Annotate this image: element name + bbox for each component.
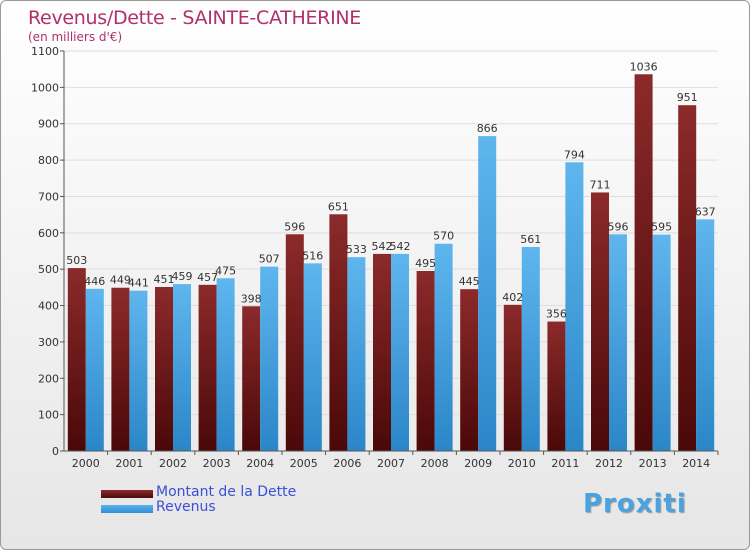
- data-label: 561: [520, 233, 541, 246]
- data-label: 445: [459, 275, 480, 288]
- data-label: 475: [215, 264, 236, 277]
- x-tick-label: 2001: [115, 457, 143, 470]
- data-label: 596: [608, 220, 629, 233]
- x-tick-label: 2009: [464, 457, 492, 470]
- x-tick-label: 2012: [595, 457, 623, 470]
- bar-debt: [503, 304, 522, 451]
- data-label: 570: [433, 230, 454, 243]
- x-tick-label: 2011: [551, 457, 579, 470]
- data-label: 542: [390, 240, 411, 253]
- y-tick-label: 200: [38, 372, 59, 385]
- bar-revenus: [696, 219, 715, 451]
- proxiti-logo: Proxiti: [583, 489, 687, 519]
- data-label: 1036: [630, 60, 658, 73]
- y-tick-label: 600: [38, 227, 59, 240]
- bar-revenus: [521, 247, 540, 451]
- data-label: 398: [241, 292, 262, 305]
- y-tick-label: 900: [38, 118, 59, 131]
- legend-swatch-revenus: [101, 505, 153, 513]
- data-label: 441: [128, 277, 149, 290]
- y-tick-label: 700: [38, 190, 59, 203]
- y-tick-label: 500: [38, 263, 59, 276]
- bar-debt: [547, 321, 566, 451]
- y-tick-label: 400: [38, 300, 59, 313]
- bar-revenus: [129, 290, 148, 451]
- y-tick-label: 1100: [31, 45, 59, 58]
- data-label: 459: [172, 270, 193, 283]
- y-tick-label: 800: [38, 154, 59, 167]
- data-label: 451: [154, 273, 175, 286]
- y-tick-label: 0: [52, 445, 59, 458]
- legend-label-debt: Montant de la Dette: [156, 484, 297, 500]
- chart-subtitle: (en milliers d'€): [28, 30, 123, 44]
- x-tick-label: 2006: [333, 457, 361, 470]
- x-tick-label: 2014: [682, 457, 710, 470]
- bar-revenus: [347, 257, 366, 451]
- data-label: 495: [415, 257, 436, 270]
- data-label: 794: [564, 148, 585, 161]
- data-label: 402: [502, 291, 523, 304]
- data-label: 446: [84, 275, 105, 288]
- data-label: 457: [197, 271, 218, 284]
- legend-swatch-debt: [101, 490, 153, 498]
- data-label: 596: [284, 220, 305, 233]
- x-tick-label: 2013: [639, 457, 667, 470]
- x-tick-label: 2008: [421, 457, 449, 470]
- bar-revenus: [565, 162, 584, 452]
- bar-debt: [634, 74, 653, 451]
- bar-debt: [329, 214, 348, 451]
- x-tick-label: 2000: [72, 457, 100, 470]
- data-label: 711: [590, 178, 611, 191]
- x-tick-label: 2002: [159, 457, 187, 470]
- bar-revenus: [173, 284, 191, 451]
- bar-debt: [242, 306, 261, 451]
- data-label: 516: [302, 249, 323, 262]
- bar-revenus: [260, 266, 279, 451]
- bar-debt: [416, 271, 435, 451]
- y-tick-label: 300: [38, 336, 59, 349]
- data-label: 503: [66, 254, 87, 267]
- bar-revenus: [609, 234, 627, 451]
- bar-debt: [198, 284, 217, 451]
- legend-label-revenus: Revenus: [156, 499, 216, 515]
- bar-debt: [111, 287, 130, 451]
- bar-debt: [67, 268, 86, 451]
- x-tick-label: 2007: [377, 457, 405, 470]
- data-label: 507: [259, 253, 280, 266]
- x-tick-label: 2005: [290, 457, 318, 470]
- chart-title: Revenus/Dette - SAINTE-CATHERINE: [28, 7, 362, 29]
- x-tick-label: 2003: [203, 457, 231, 470]
- data-label: 595: [651, 221, 672, 234]
- bar-debt: [285, 234, 304, 451]
- bar-debt: [460, 289, 479, 451]
- bar-revenus: [303, 263, 322, 451]
- x-tick-label: 2004: [246, 457, 274, 470]
- bar-revenus: [478, 136, 497, 451]
- y-tick-label: 100: [38, 409, 59, 422]
- data-label: 866: [477, 122, 498, 135]
- data-label: 651: [328, 200, 349, 213]
- x-tick-label: 2010: [508, 457, 536, 470]
- y-tick-label: 1000: [31, 81, 59, 94]
- bar-revenus: [391, 253, 409, 451]
- data-label: 542: [372, 240, 393, 253]
- bar-revenus: [652, 234, 671, 451]
- data-label: 356: [546, 308, 567, 321]
- bar-debt: [373, 253, 391, 451]
- bar-revenus: [434, 243, 453, 451]
- bar-revenus: [85, 288, 104, 451]
- data-label: 533: [346, 243, 367, 256]
- bar-revenus: [216, 278, 235, 451]
- bar-debt: [155, 287, 173, 451]
- bar-debt: [591, 192, 609, 452]
- data-label: 637: [695, 205, 716, 218]
- data-label: 449: [110, 274, 131, 287]
- data-label: 951: [677, 91, 698, 104]
- bar-debt: [678, 105, 697, 451]
